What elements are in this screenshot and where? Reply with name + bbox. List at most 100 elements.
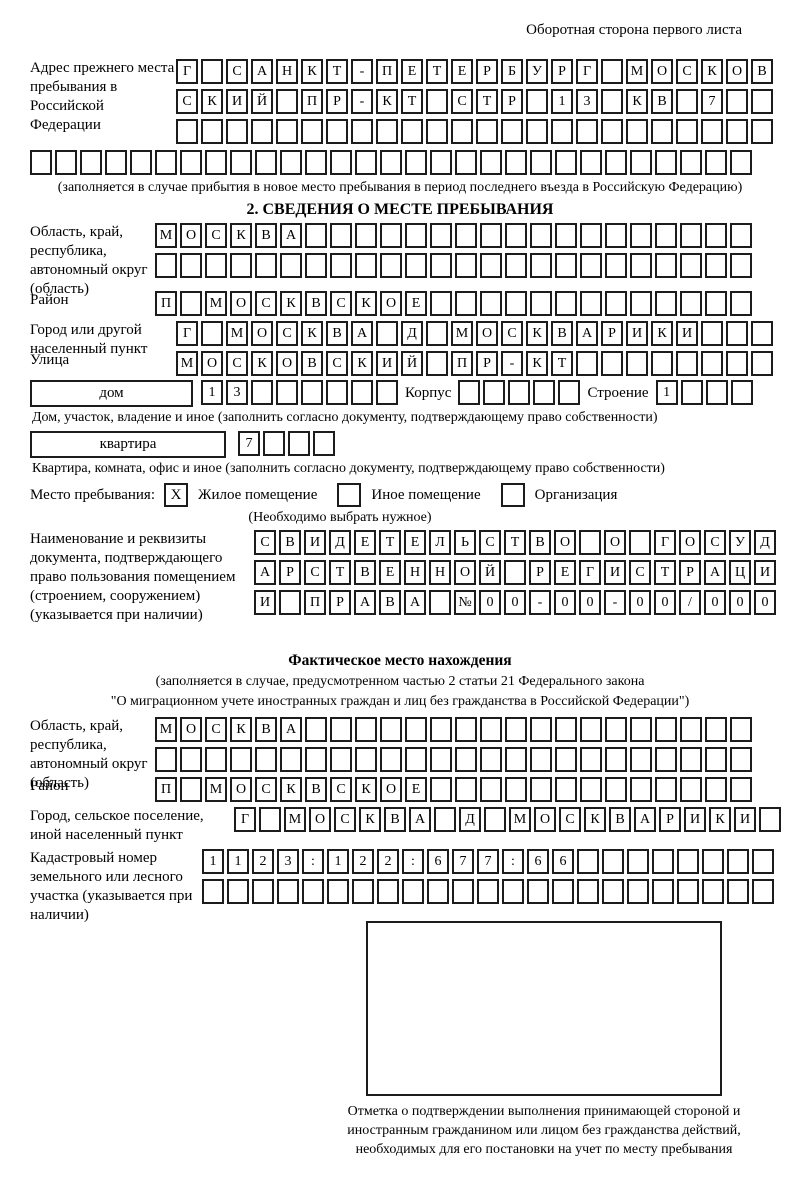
char-box[interactable]: Ь <box>454 530 476 555</box>
char-box[interactable]: С <box>276 321 298 346</box>
char-box[interactable] <box>480 150 502 175</box>
char-box[interactable]: О <box>679 530 701 555</box>
char-box[interactable] <box>205 150 227 175</box>
char-box[interactable]: В <box>379 590 401 615</box>
char-box[interactable]: С <box>676 59 698 84</box>
char-box[interactable] <box>726 119 748 144</box>
char-box[interactable]: Т <box>504 530 526 555</box>
char-box[interactable]: С <box>326 351 348 376</box>
char-box[interactable] <box>201 119 223 144</box>
char-box[interactable]: В <box>609 807 631 832</box>
char-box[interactable] <box>627 879 649 904</box>
char-box[interactable] <box>705 291 727 316</box>
char-box[interactable]: : <box>302 849 324 874</box>
char-box[interactable]: М <box>226 321 248 346</box>
char-box[interactable] <box>276 380 298 405</box>
char-box[interactable]: В <box>279 530 301 555</box>
char-box[interactable]: Р <box>501 89 523 114</box>
char-box[interactable]: - <box>351 89 373 114</box>
char-box[interactable]: В <box>255 717 277 742</box>
char-box[interactable] <box>577 879 599 904</box>
char-box[interactable] <box>705 747 727 772</box>
char-box[interactable] <box>752 849 774 874</box>
char-box[interactable] <box>505 223 527 248</box>
char-box[interactable] <box>355 150 377 175</box>
char-box[interactable] <box>255 253 277 278</box>
char-box[interactable] <box>505 291 527 316</box>
char-box[interactable]: Т <box>551 351 573 376</box>
char-box[interactable] <box>579 530 601 555</box>
char-box[interactable] <box>276 119 298 144</box>
char-box[interactable] <box>330 747 352 772</box>
char-box[interactable] <box>430 253 452 278</box>
char-box[interactable]: Е <box>451 59 473 84</box>
char-box[interactable] <box>551 119 573 144</box>
char-box[interactable]: Р <box>476 59 498 84</box>
char-box[interactable]: Г <box>176 59 198 84</box>
char-box[interactable] <box>376 380 398 405</box>
char-box[interactable] <box>652 879 674 904</box>
char-box[interactable]: О <box>380 291 402 316</box>
char-box[interactable] <box>230 747 252 772</box>
char-box[interactable]: С <box>629 560 651 585</box>
char-box[interactable]: И <box>304 530 326 555</box>
char-box[interactable]: А <box>404 590 426 615</box>
char-box[interactable]: Р <box>659 807 681 832</box>
char-box[interactable] <box>602 849 624 874</box>
char-box[interactable]: К <box>526 321 548 346</box>
char-box[interactable] <box>355 747 377 772</box>
char-box[interactable] <box>555 291 577 316</box>
char-box[interactable] <box>605 150 627 175</box>
char-box[interactable]: Н <box>276 59 298 84</box>
char-box[interactable] <box>155 747 177 772</box>
char-box[interactable] <box>677 849 699 874</box>
char-box[interactable] <box>305 747 327 772</box>
char-box[interactable]: О <box>180 223 202 248</box>
char-box[interactable] <box>555 253 577 278</box>
char-box[interactable]: В <box>326 321 348 346</box>
char-box[interactable]: С <box>330 777 352 802</box>
char-box[interactable] <box>555 717 577 742</box>
char-box[interactable]: 0 <box>729 590 751 615</box>
char-box[interactable]: 1 <box>202 849 224 874</box>
char-box[interactable]: В <box>305 291 327 316</box>
char-box[interactable] <box>351 119 373 144</box>
char-box[interactable] <box>680 291 702 316</box>
char-box[interactable] <box>288 431 310 456</box>
char-box[interactable]: С <box>330 291 352 316</box>
char-box[interactable]: 0 <box>704 590 726 615</box>
char-box[interactable] <box>405 717 427 742</box>
char-box[interactable]: Ц <box>729 560 751 585</box>
char-box[interactable] <box>752 879 774 904</box>
char-box[interactable]: 6 <box>552 849 574 874</box>
char-box[interactable]: 1 <box>655 380 678 405</box>
char-box[interactable] <box>280 253 302 278</box>
char-box[interactable] <box>355 717 377 742</box>
char-box[interactable]: В <box>305 777 327 802</box>
char-box[interactable] <box>705 717 727 742</box>
char-box[interactable]: 2 <box>252 849 274 874</box>
char-box[interactable] <box>476 119 498 144</box>
char-box[interactable] <box>705 223 727 248</box>
char-box[interactable]: Й <box>251 89 273 114</box>
char-box[interactable] <box>430 150 452 175</box>
char-box[interactable] <box>255 747 277 772</box>
char-box[interactable] <box>626 119 648 144</box>
char-box[interactable]: 3 <box>226 380 248 405</box>
char-box[interactable]: Г <box>576 59 598 84</box>
char-box[interactable] <box>751 89 773 114</box>
char-box[interactable] <box>277 879 299 904</box>
char-box[interactable] <box>327 879 349 904</box>
char-box[interactable]: П <box>155 777 177 802</box>
char-box[interactable] <box>526 89 548 114</box>
char-box[interactable]: Т <box>379 530 401 555</box>
char-box[interactable] <box>326 380 348 405</box>
char-box[interactable]: О <box>276 351 298 376</box>
char-box[interactable] <box>330 717 352 742</box>
char-box[interactable] <box>201 59 223 84</box>
char-box[interactable] <box>626 351 648 376</box>
char-box[interactable]: Т <box>401 89 423 114</box>
char-box[interactable]: 7 <box>477 849 499 874</box>
char-box[interactable]: О <box>230 777 252 802</box>
char-box[interactable]: А <box>254 560 276 585</box>
